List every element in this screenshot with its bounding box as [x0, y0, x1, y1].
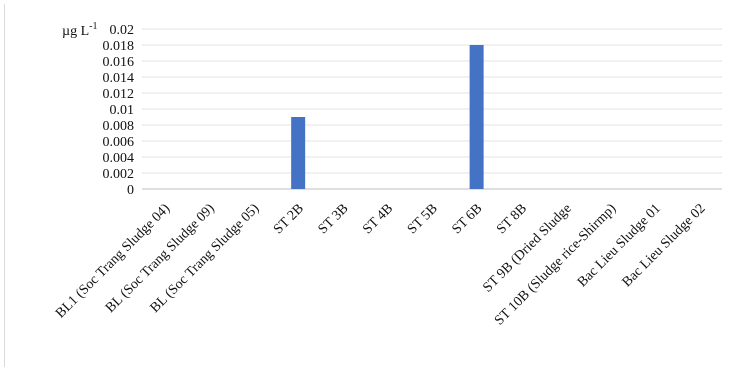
- y-axis-unit-text: µg L: [62, 24, 89, 39]
- gridlines: [142, 28, 722, 190]
- y-axis-unit-label: µg L-1: [62, 21, 97, 39]
- x-tick-label: ST 8B: [494, 201, 530, 237]
- x-tick-label: Bac Lieu Sludge 01: [575, 201, 664, 290]
- y-tick-label: 0.02: [110, 23, 135, 38]
- y-tick-label: 0.004: [103, 151, 135, 166]
- y-axis-unit-superscript: -1: [89, 21, 97, 32]
- y-tick-label: 0.016: [103, 55, 135, 70]
- x-tick-label: Bac Lieu Sludge 02: [620, 201, 709, 290]
- y-tick-label: 0.002: [103, 167, 135, 182]
- bar: [469, 45, 484, 189]
- x-axis: BL1 (Soc Trang Sludge 04)BL (Soc Trang S…: [53, 201, 708, 329]
- y-tick-label: 0.018: [103, 39, 135, 54]
- y-tick-label: 0.01: [110, 103, 135, 118]
- chart-frame: [4, 4, 724, 367]
- y-tick-label: 0.014: [103, 71, 135, 86]
- y-tick-label: 0.006: [103, 135, 135, 150]
- x-tick-label: ST 2B: [271, 201, 307, 237]
- y-tick-label: 0: [127, 183, 134, 198]
- bars: [291, 45, 484, 189]
- y-tick-label: 0.008: [103, 119, 135, 134]
- x-tick-label: ST 6B: [449, 201, 485, 237]
- x-tick-label: ST 3B: [316, 201, 352, 237]
- bar: [291, 117, 306, 189]
- y-tick-label: 0.012: [103, 87, 135, 102]
- x-tick-label: ST 5B: [405, 201, 441, 237]
- y-axis: 0.020.0180.0160.0140.0120.010.0080.0060.…: [103, 23, 135, 198]
- x-tick-label: ST 4B: [360, 201, 396, 237]
